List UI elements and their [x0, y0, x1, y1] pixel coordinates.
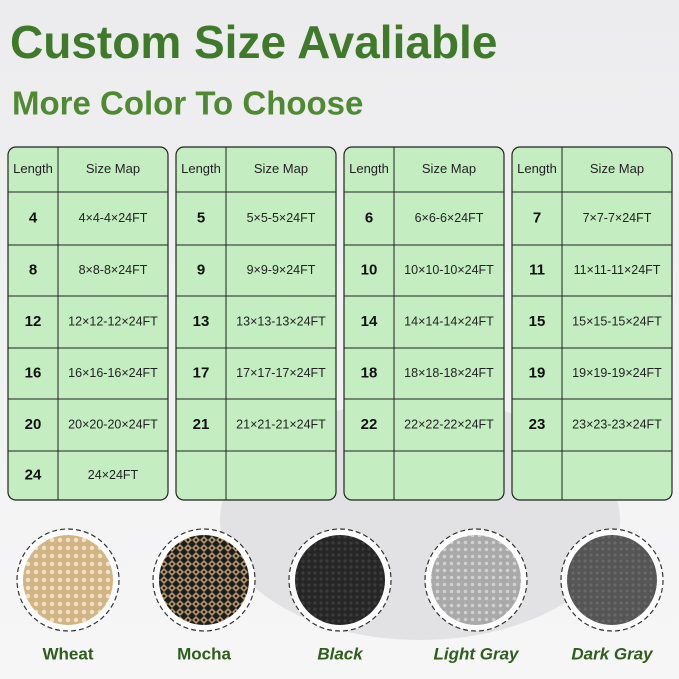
header-cell: Length — [181, 161, 221, 176]
length-cell: 9 — [197, 261, 205, 278]
swatch-label: Light Gray — [433, 644, 520, 663]
title: Custom Size Avaliable — [10, 16, 497, 68]
length-cell: 17 — [193, 364, 210, 381]
header-cell: Length — [13, 161, 53, 176]
length-cell: 19 — [529, 364, 546, 381]
length-cell: 10 — [361, 261, 378, 278]
swatch-label: Mocha — [177, 644, 231, 663]
header-cell: Size Map — [590, 161, 644, 176]
tables: Length Size Map 4 4×4-4×24FT 8 8×8-8×24FT 12 12… — [7, 146, 673, 501]
table — [511, 146, 673, 501]
length-cell: 16 — [25, 364, 42, 381]
table — [343, 146, 505, 501]
length-cell: 20 — [25, 416, 42, 433]
size-cell: 16×16-16×24FT — [68, 366, 158, 380]
size-cell: 9×9-9×24FT — [247, 263, 316, 277]
length-cell: 11 — [529, 261, 545, 278]
table — [175, 146, 337, 501]
length-cell: 6 — [365, 209, 373, 226]
header-cell: Size Map — [86, 161, 140, 176]
length-cell: 8 — [29, 261, 37, 278]
size-cell: 15×15-15×24FT — [572, 314, 662, 328]
swatch — [431, 535, 521, 625]
length-cell: 13 — [193, 313, 210, 330]
size-cell: 10×10-10×24FT — [404, 263, 494, 277]
swatch-label: Black — [317, 644, 364, 663]
table — [7, 146, 169, 501]
size-cell: 13×13-13×24FT — [236, 314, 326, 328]
size-cell: 7×7-7×24FT — [583, 211, 652, 225]
size-cell: 21×21-21×24FT — [236, 417, 326, 431]
swatch-label: Wheat — [43, 644, 94, 663]
length-cell: 4 — [29, 209, 38, 226]
swatches: Wheat Mocha Black Light Gray Dark Gray — [16, 528, 664, 663]
length-cell: 12 — [25, 313, 42, 330]
size-cell: 6×6-6×24FT — [415, 211, 484, 225]
swatch — [159, 535, 249, 625]
header-cell: Size Map — [254, 161, 308, 176]
size-cell: 18×18-18×24FT — [404, 366, 494, 380]
size-cell: 4×4-4×24FT — [79, 211, 148, 225]
size-cell: 17×17-17×24FT — [236, 366, 326, 380]
length-cell: 23 — [529, 416, 546, 433]
size-cell: 24×24FT — [88, 468, 139, 482]
swatch — [295, 535, 385, 625]
subtitle: More Color To Choose — [12, 85, 363, 122]
size-cell: 14×14-14×24FT — [404, 314, 494, 328]
size-cell: 5×5-5×24FT — [247, 211, 316, 225]
length-cell: 14 — [361, 313, 378, 330]
size-cell: 11×11-11×24FT — [574, 263, 661, 277]
length-cell: 22 — [361, 416, 378, 433]
swatch — [567, 535, 657, 625]
length-cell: 18 — [361, 364, 378, 381]
length-cell: 24 — [25, 466, 42, 483]
length-cell: 7 — [533, 209, 541, 226]
size-cell: 12×12-12×24FT — [68, 314, 158, 328]
header-cell: Length — [517, 161, 557, 176]
length-cell: 5 — [197, 209, 205, 226]
header-cell: Size Map — [422, 161, 476, 176]
length-cell: 21 — [193, 416, 210, 433]
size-cell: 8×8-8×24FT — [79, 263, 148, 277]
size-cell: 23×23-23×24FT — [572, 417, 662, 431]
header-cell: Length — [349, 161, 389, 176]
size-cell: 20×20-20×24FT — [68, 417, 158, 431]
size-cell: 19×19-19×24FT — [572, 366, 662, 380]
length-cell: 15 — [529, 313, 546, 330]
swatch-label: Dark Gray — [571, 644, 654, 663]
swatch — [23, 535, 113, 625]
size-cell: 22×22-22×24FT — [404, 417, 494, 431]
